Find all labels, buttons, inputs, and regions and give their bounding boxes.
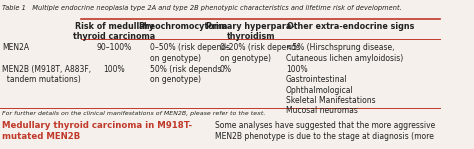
Text: Some analyses have suggested that the more aggressive
MEN2B phenotype is due to : Some analyses have suggested that the mo… [216, 121, 436, 141]
Text: 90–100%: 90–100% [97, 43, 132, 52]
Text: 0%: 0% [220, 65, 232, 74]
Text: 50% (risk depends
on genotype): 50% (risk depends on genotype) [149, 65, 221, 84]
Text: MEN2B (M918T, A883F,
  tandem mutations): MEN2B (M918T, A883F, tandem mutations) [2, 65, 91, 84]
Text: MEN2A: MEN2A [2, 43, 29, 52]
Text: For further details on the clinical manifestations of MEN2B, please refer to the: For further details on the clinical mani… [2, 111, 265, 116]
Text: Table 1   Multiple endocrine neoplasia type 2A and type 2B phenotypic characteri: Table 1 Multiple endocrine neoplasia typ… [2, 4, 402, 11]
Text: Other extra-endocrine signs: Other extra-endocrine signs [287, 22, 415, 31]
Text: 0–20% (risk depends
on genotype): 0–20% (risk depends on genotype) [220, 43, 300, 63]
Text: Risk of medullary
thyroid carcinoma: Risk of medullary thyroid carcinoma [73, 22, 155, 41]
Text: 0–50% (risk depends
on genotype): 0–50% (risk depends on genotype) [149, 43, 229, 63]
Text: 100%
Gastrointestinal
Ophthalmological
Skeletal Manifestations
Mucosal neuromas: 100% Gastrointestinal Ophthalmological S… [286, 65, 375, 115]
Text: Pheochromocytoma: Pheochromocytoma [138, 22, 227, 31]
Text: Primary hyperpara-
thyroidism: Primary hyperpara- thyroidism [206, 22, 295, 41]
Text: Medullary thyroid carcinoma in M918T-
mutated MEN2B: Medullary thyroid carcinoma in M918T- mu… [2, 121, 192, 141]
Text: <5% (Hirschsprung disease,
Cutaneous lichen amyloidosis): <5% (Hirschsprung disease, Cutaneous lic… [286, 43, 403, 63]
Text: 100%: 100% [103, 65, 125, 74]
